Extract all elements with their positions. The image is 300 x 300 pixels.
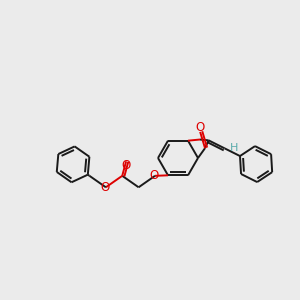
Text: H: H (230, 143, 238, 153)
Text: O: O (122, 159, 131, 172)
Text: O: O (196, 122, 205, 134)
Text: O: O (100, 181, 110, 194)
Text: O: O (149, 169, 159, 182)
